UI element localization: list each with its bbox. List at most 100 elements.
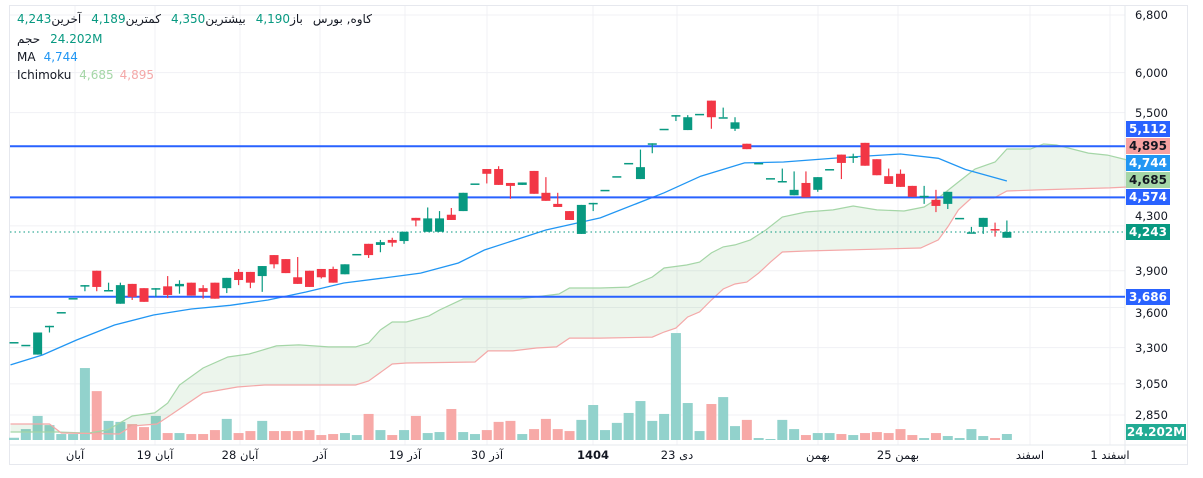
candle-body[interactable] bbox=[375, 242, 385, 245]
candle-body[interactable] bbox=[718, 117, 728, 119]
candle-body[interactable] bbox=[446, 214, 456, 220]
candle-body[interactable] bbox=[33, 332, 43, 355]
candle-body[interactable] bbox=[529, 170, 539, 194]
candle-body[interactable] bbox=[836, 154, 846, 163]
candle-body[interactable] bbox=[730, 122, 740, 129]
candle-body[interactable] bbox=[635, 167, 645, 180]
candle-body[interactable] bbox=[127, 283, 137, 297]
candle-body[interactable] bbox=[115, 285, 125, 304]
ma-label[interactable]: MA bbox=[17, 50, 36, 64]
ma-value: 4,744 bbox=[43, 50, 78, 64]
candle-body[interactable] bbox=[340, 264, 350, 275]
candle-body[interactable] bbox=[151, 288, 161, 290]
symbol-name[interactable]: کاوه, بورس bbox=[312, 12, 372, 26]
price-tick-label: 5,500 bbox=[1135, 105, 1168, 120]
candle-body[interactable] bbox=[269, 255, 279, 265]
candle-body[interactable] bbox=[163, 286, 173, 295]
candle-body[interactable] bbox=[423, 218, 433, 232]
candle-body[interactable] bbox=[919, 195, 929, 198]
volume-bar bbox=[529, 429, 540, 440]
candle-body[interactable] bbox=[825, 169, 835, 171]
candle-body[interactable] bbox=[765, 178, 775, 180]
candle-body[interactable] bbox=[411, 217, 421, 221]
candle-body[interactable] bbox=[600, 189, 610, 192]
candle-body[interactable] bbox=[777, 181, 787, 183]
candle-body[interactable] bbox=[541, 192, 551, 201]
candle-body[interactable] bbox=[210, 282, 220, 299]
candle-body[interactable] bbox=[955, 217, 965, 220]
candle-body[interactable] bbox=[517, 182, 527, 185]
candle-body[interactable] bbox=[222, 277, 232, 289]
time-axis-label: 30 آذر bbox=[470, 448, 504, 462]
chart-frame bbox=[9, 5, 1188, 465]
volume-bar bbox=[150, 415, 161, 440]
candle-body[interactable] bbox=[482, 169, 492, 174]
candle-body[interactable] bbox=[139, 288, 149, 302]
candle-body[interactable] bbox=[68, 298, 78, 300]
candle-body[interactable] bbox=[848, 156, 858, 158]
candle-body[interactable] bbox=[576, 204, 586, 234]
candle-body[interactable] bbox=[624, 162, 634, 165]
candle-body[interactable] bbox=[801, 182, 811, 198]
candle-body[interactable] bbox=[990, 229, 1000, 231]
candle-body[interactable] bbox=[884, 176, 894, 184]
candle-body[interactable] bbox=[683, 117, 693, 131]
candle-body[interactable] bbox=[907, 185, 917, 197]
candle-body[interactable] bbox=[174, 283, 184, 287]
candle-body[interactable] bbox=[695, 113, 705, 116]
candle-body[interactable] bbox=[104, 290, 114, 292]
candle-body[interactable] bbox=[435, 218, 445, 232]
candle-body[interactable] bbox=[588, 202, 598, 205]
candle-body[interactable] bbox=[198, 288, 208, 292]
candle-body[interactable] bbox=[612, 176, 622, 178]
candle-body[interactable] bbox=[364, 243, 374, 256]
candle-body[interactable] bbox=[565, 211, 575, 220]
candle-body[interactable] bbox=[966, 232, 976, 234]
candle-body[interactable] bbox=[9, 342, 19, 344]
ichimoku-label[interactable]: Ichimoku bbox=[17, 68, 72, 82]
candle-body[interactable] bbox=[305, 270, 314, 287]
candle-body[interactable] bbox=[92, 270, 102, 287]
candle-body[interactable] bbox=[872, 159, 882, 176]
candle-body[interactable] bbox=[860, 142, 870, 166]
candle-body[interactable] bbox=[352, 253, 362, 256]
volume-bar bbox=[339, 433, 350, 440]
candle-body[interactable] bbox=[789, 189, 799, 196]
candle-body[interactable] bbox=[1002, 231, 1012, 238]
candle-body[interactable] bbox=[316, 268, 326, 278]
candle-body[interactable] bbox=[458, 192, 468, 212]
candle-body[interactable] bbox=[245, 271, 255, 283]
candle-body[interactable] bbox=[896, 173, 905, 187]
volume-bar bbox=[316, 435, 327, 440]
candle-body[interactable] bbox=[470, 183, 480, 185]
candle-body[interactable] bbox=[186, 282, 196, 296]
candle-body[interactable] bbox=[494, 169, 504, 185]
candle-body[interactable] bbox=[754, 162, 764, 165]
candle-body[interactable] bbox=[505, 182, 515, 186]
price-tick-label: 4,300 bbox=[1135, 208, 1168, 223]
candle-body[interactable] bbox=[80, 285, 90, 287]
candle-body[interactable] bbox=[706, 100, 716, 118]
candle-body[interactable] bbox=[943, 191, 953, 204]
candle-body[interactable] bbox=[328, 268, 338, 283]
candle-body[interactable] bbox=[399, 231, 409, 242]
candle-body[interactable] bbox=[44, 325, 54, 328]
candle-body[interactable] bbox=[671, 115, 681, 117]
volume-bar bbox=[127, 424, 138, 440]
candle-body[interactable] bbox=[257, 266, 267, 277]
candle-body[interactable] bbox=[647, 143, 657, 145]
candle-body[interactable] bbox=[56, 312, 66, 314]
candle-body[interactable] bbox=[931, 199, 941, 206]
candle-body[interactable] bbox=[978, 217, 988, 227]
candle-body[interactable] bbox=[659, 128, 669, 131]
candle-body[interactable] bbox=[553, 203, 563, 207]
open-value: 4,190 bbox=[255, 12, 291, 26]
candle-body[interactable] bbox=[742, 143, 752, 150]
candle-body[interactable] bbox=[387, 239, 397, 243]
candle-body[interactable] bbox=[21, 344, 31, 347]
candle-body[interactable] bbox=[234, 271, 244, 281]
candle-body[interactable] bbox=[813, 177, 823, 190]
candle-body[interactable] bbox=[293, 277, 303, 284]
candle-body[interactable] bbox=[281, 259, 291, 274]
